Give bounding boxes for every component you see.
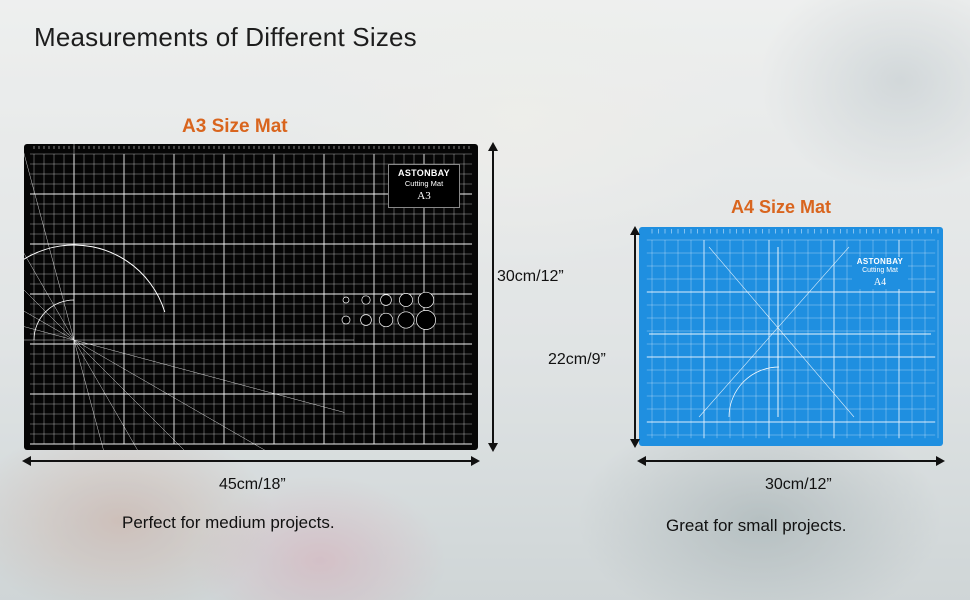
a3-grid <box>24 144 472 450</box>
a3-caption: Perfect for medium projects. <box>122 513 335 532</box>
a4-caption: Great for small projects. <box>666 516 847 535</box>
a3-brand-box: ASTONBAY Cutting Mat A3 <box>388 164 460 208</box>
a4-height-label: 22cm/9” <box>548 351 606 368</box>
a3-mat-image: ASTONBAY Cutting Mat A3 <box>24 144 478 450</box>
a3-height-arrow <box>488 142 498 452</box>
a3-brand: ASTONBAY <box>398 168 450 178</box>
a4-grid <box>646 229 939 439</box>
a3-brand-sub: Cutting Mat <box>404 178 444 188</box>
a3-height-label: 30cm/12” <box>497 268 564 285</box>
a4-width-arrow <box>637 456 945 466</box>
a4-brand: ASTONBAY <box>856 257 904 266</box>
a3-title: A3 Size Mat <box>182 116 288 137</box>
a4-brand-sub: Cutting Mat <box>862 266 898 274</box>
a4-width-label: 30cm/12” <box>765 476 832 493</box>
a3-width-label: 45cm/18” <box>219 476 286 493</box>
a4-size-code: A4 <box>873 276 887 288</box>
a4-height-arrow <box>630 226 640 448</box>
page-title: Measurements of Different Sizes <box>34 22 417 52</box>
a4-title: A4 Size Mat <box>731 197 832 217</box>
a3-width-arrow <box>22 456 480 466</box>
a4-mat-image: ASTONBAY Cutting Mat A4 <box>639 227 943 446</box>
a3-size-code: A3 <box>417 189 431 202</box>
a4-brand-box: ASTONBAY Cutting Mat A4 <box>852 257 908 289</box>
